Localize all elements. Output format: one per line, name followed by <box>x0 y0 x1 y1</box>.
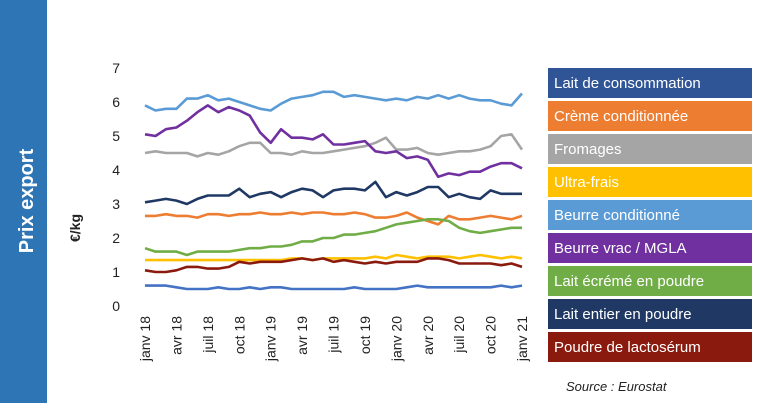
legend-label: Ultra-frais <box>554 174 619 191</box>
y-tick-label: 7 <box>112 60 120 76</box>
legend-label: Lait écrémé en poudre <box>554 273 704 290</box>
legend-label: Lait entier en poudre <box>554 306 692 323</box>
series-line <box>144 133 524 158</box>
source: Source : Eurostat <box>566 379 668 394</box>
legend-swatch <box>548 332 752 362</box>
y-tick-label: 6 <box>112 94 120 110</box>
series-line <box>144 257 523 274</box>
y-tick-label: 5 <box>112 128 120 144</box>
series-line <box>145 284 523 291</box>
legend-swatch <box>548 266 752 296</box>
legend-swatch <box>548 299 752 329</box>
legend-label: Lait de consommation <box>554 75 701 92</box>
x-tick-label: juil 20 <box>451 316 467 354</box>
legend-swatch <box>548 200 752 230</box>
x-tick-label: juil 19 <box>326 316 342 354</box>
y-tick-label: 1 <box>112 264 120 280</box>
legend-label: Fromages <box>554 141 622 158</box>
series-line <box>144 218 522 257</box>
legend-swatch <box>548 68 752 98</box>
side-band <box>0 0 47 403</box>
x-tick-label: avr 18 <box>168 316 184 355</box>
series-line <box>145 211 523 226</box>
x-tick-label: avr 19 <box>294 316 310 355</box>
y-axis-label: €/kg <box>67 214 83 242</box>
y-tick-label: 2 <box>112 230 120 246</box>
legend-label: Beurre vrac / MGLA <box>554 240 687 257</box>
x-tick-label: janv 21 <box>514 316 530 362</box>
y-tick-label: 3 <box>112 196 120 212</box>
legend-label: Crème conditionnée <box>554 108 688 125</box>
series-line <box>145 253 523 262</box>
y-tick-label: 0 <box>112 298 120 314</box>
side-title: Prix export <box>16 148 38 253</box>
x-tick-label: juil 18 <box>200 316 216 354</box>
series-line <box>144 90 523 112</box>
legend-swatch <box>548 134 752 164</box>
x-tick-label: janv 18 <box>137 316 153 362</box>
x-tick-label: avr 20 <box>420 316 436 355</box>
x-tick-label: janv 19 <box>263 316 279 362</box>
y-tick-label: 4 <box>112 162 120 178</box>
x-tick-label: janv 20 <box>388 316 404 362</box>
series-line <box>144 180 522 206</box>
series-line <box>144 104 523 179</box>
legend-swatch <box>548 101 752 131</box>
x-tick-label: oct 19 <box>357 316 373 354</box>
legend-label: Beurre conditionné <box>554 207 680 224</box>
x-tick-label: oct 18 <box>231 316 247 354</box>
legend-label: Poudre de lactosérum <box>554 339 701 356</box>
legend-swatch <box>548 167 752 197</box>
legend-swatch <box>548 233 752 263</box>
x-tick-label: oct 20 <box>483 316 499 354</box>
